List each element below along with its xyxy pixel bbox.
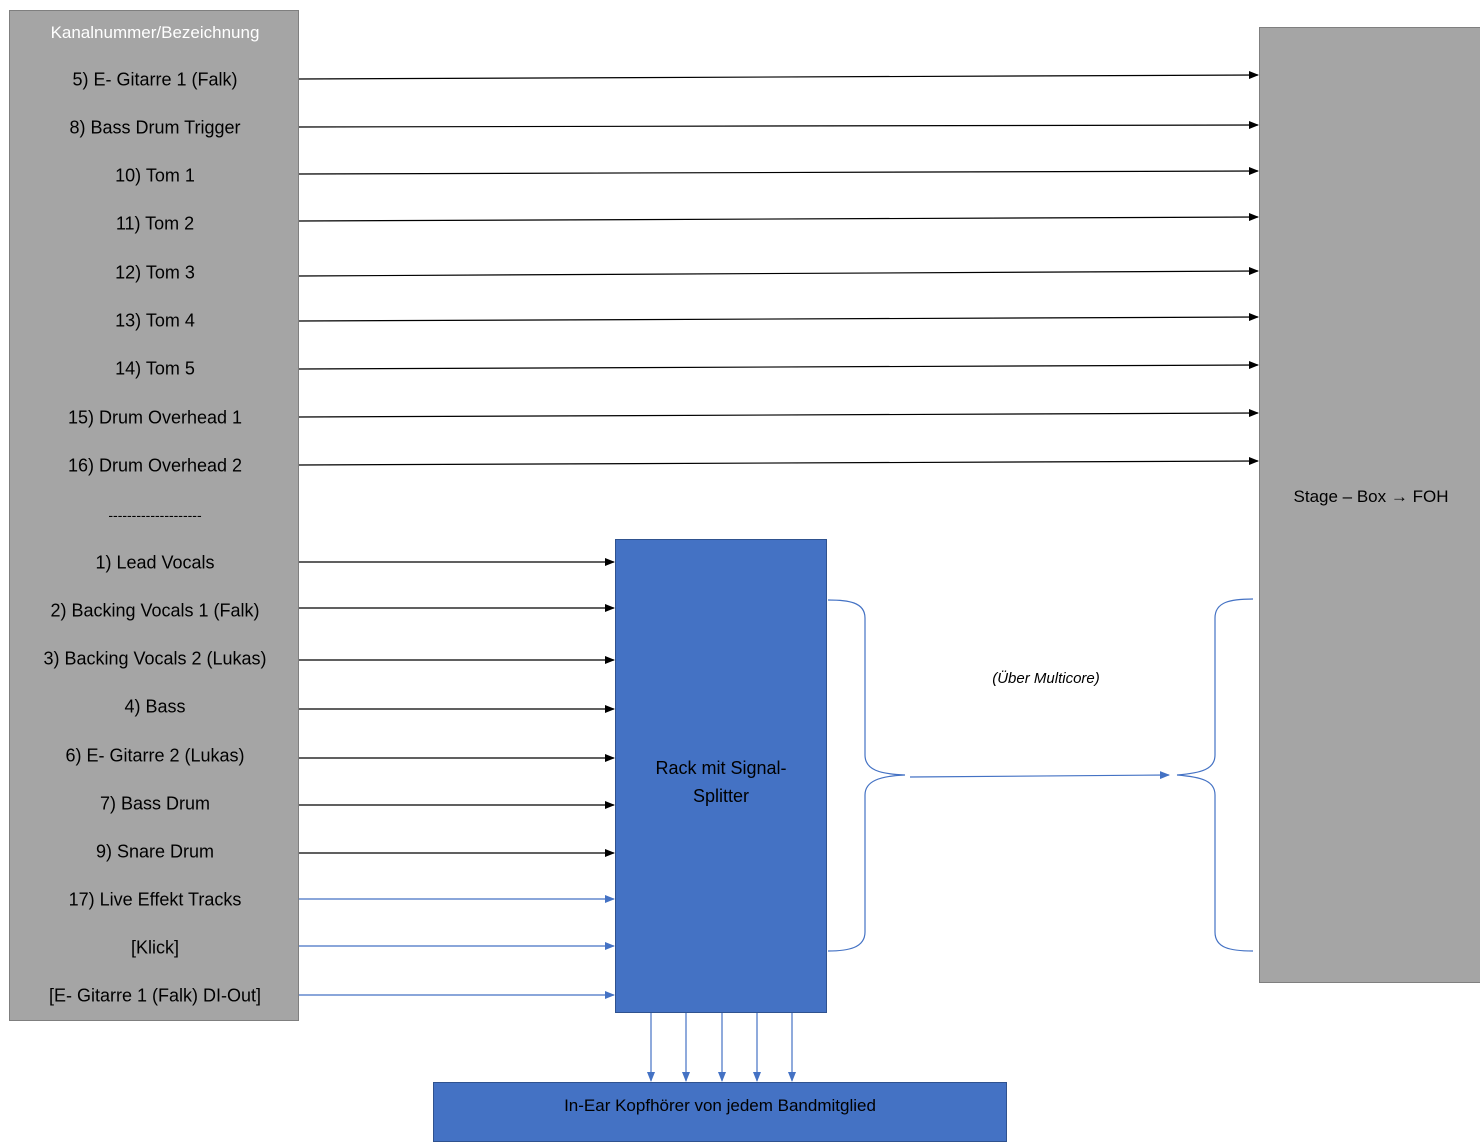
wire-direct-4 bbox=[298, 213, 1259, 222]
channel-label: 17) Live Effekt Tracks bbox=[68, 889, 242, 910]
wire-direct-6 bbox=[298, 313, 1259, 322]
channel-label: 7) Bass Drum bbox=[99, 793, 211, 814]
channel-label: 4) Bass bbox=[124, 696, 186, 717]
stagebox-input-brace bbox=[1176, 598, 1254, 952]
wire-direct-5 bbox=[298, 267, 1259, 277]
channel-label: 12) Tom 3 bbox=[115, 262, 195, 283]
channel-label: 16) Drum Overhead 2 bbox=[67, 455, 243, 476]
channel-label: 14) Tom 5 bbox=[115, 358, 195, 379]
channel-label: 11) Tom 2 bbox=[115, 213, 195, 234]
wire-direct-2 bbox=[298, 121, 1259, 130]
channel-label: 6) E- Gitarre 2 (Lukas) bbox=[65, 745, 245, 766]
multicore-label: (Über Multicore) bbox=[992, 670, 1100, 687]
wire-direct-3 bbox=[298, 167, 1259, 176]
stagebox: Stage – Box → FOH bbox=[1259, 27, 1480, 983]
channel-label: 13) Tom 4 bbox=[115, 310, 195, 331]
channel-list-header: Kanalnummer/Bezeichnung bbox=[50, 23, 260, 42]
channel-label: [E- Gitarre 1 (Falk) DI-Out] bbox=[48, 985, 262, 1006]
channel-list-box: Kanalnummer/Bezeichnung 5) E- Gitarre 1 … bbox=[9, 10, 299, 1021]
wire-direct-1 bbox=[298, 71, 1259, 80]
rack-output-brace bbox=[827, 599, 906, 952]
splitter-rack-label-line2: Splitter bbox=[692, 786, 750, 806]
channel-label: 10) Tom 1 bbox=[115, 165, 195, 186]
channel-separator: -------------------- bbox=[108, 507, 202, 523]
multicore-arrow bbox=[909, 771, 1170, 780]
wire-direct-8 bbox=[298, 409, 1259, 418]
wire-direct-7 bbox=[298, 361, 1259, 370]
splitter-rack: Rack mit Signal- Splitter bbox=[615, 539, 827, 1013]
channel-label: [Klick] bbox=[130, 937, 179, 958]
stagebox-label: Stage – Box → FOH bbox=[1293, 487, 1449, 506]
splitter-rack-label-line1: Rack mit Signal- bbox=[655, 758, 787, 778]
channel-label: 9) Snare Drum bbox=[95, 841, 215, 862]
channel-label: 3) Backing Vocals 2 (Lukas) bbox=[43, 648, 267, 669]
inear-label: In-Ear Kopfhörer von jedem Bandmitglied bbox=[564, 1096, 876, 1115]
wire-direct-9 bbox=[298, 457, 1259, 466]
channel-label: 5) E- Gitarre 1 (Falk) bbox=[72, 69, 238, 90]
channel-label: 2) Backing Vocals 1 (Falk) bbox=[50, 600, 260, 621]
channel-label: 8) Bass Drum Trigger bbox=[69, 117, 241, 138]
channel-label: 15) Drum Overhead 1 bbox=[67, 407, 243, 428]
channel-label: 1) Lead Vocals bbox=[95, 552, 215, 573]
splitter-rack-label: Rack mit Signal- Splitter bbox=[616, 754, 826, 810]
